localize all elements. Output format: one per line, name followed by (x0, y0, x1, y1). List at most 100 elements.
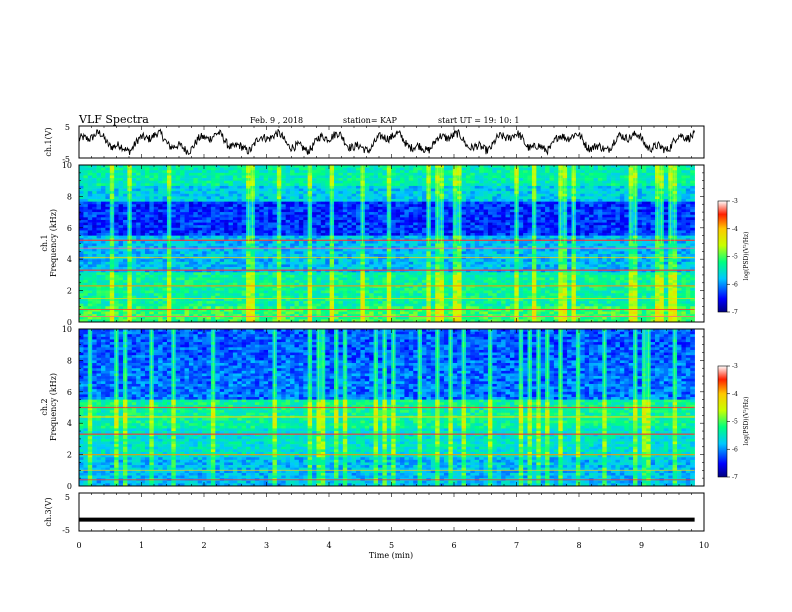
spectrogram-cell (448, 214, 454, 218)
spectrogram-cell (342, 172, 348, 176)
spectrogram-cell (263, 196, 269, 200)
spectrogram-cell (540, 188, 546, 192)
spectrogram-cell (413, 225, 418, 229)
spectrogram-cell (298, 204, 304, 208)
spectrogram-cell (188, 199, 194, 202)
spectrogram-cell (206, 219, 212, 223)
spectrogram-cell (575, 206, 581, 210)
spectrogram-cell (215, 209, 221, 213)
spectrogram-cell (624, 175, 629, 179)
spectrogram-cell (549, 175, 555, 179)
spectrogram-cell (188, 209, 194, 213)
spectrogram-cell (593, 230, 599, 234)
spectrogram-cell (439, 246, 445, 250)
spectrogram-cell (122, 175, 128, 179)
spectrogram-cell (369, 209, 374, 213)
spectrogram-cell (430, 246, 436, 250)
spectrogram-cell (290, 248, 295, 252)
spectrogram-cell (479, 212, 484, 216)
spectrogram-cell (492, 167, 498, 171)
spectrogram-cell (298, 217, 304, 221)
spectrogram-cell (641, 246, 647, 250)
spectrogram-cell (536, 225, 542, 229)
spectrogram-cell (175, 204, 181, 208)
spectrogram-cell (496, 212, 502, 216)
spectrogram-cell (461, 227, 467, 231)
spectrogram-cell (254, 233, 260, 236)
spectrogram-cell (298, 206, 304, 210)
spectrogram-cell (171, 191, 177, 195)
spectrogram-cell (228, 248, 234, 252)
spectrogram-cell (334, 217, 339, 221)
spectrogram-cell (650, 175, 656, 179)
spectrogram-cell (180, 209, 185, 213)
spectrogram-cell (342, 212, 348, 216)
spectrogram-cell (602, 251, 607, 255)
spectrogram-cell (690, 185, 695, 189)
spectrogram-cell (342, 227, 348, 231)
spectrogram-cell (338, 165, 344, 168)
spectrogram-cell (575, 217, 581, 221)
spectrogram-cell (685, 175, 691, 179)
spectrogram-cell (624, 209, 629, 213)
spectrogram-cell (677, 243, 682, 247)
spectrogram-cell (567, 206, 572, 210)
spectrogram-cell (593, 253, 599, 257)
spectrogram-cell (294, 185, 300, 189)
spectrogram-cell (162, 235, 168, 239)
spectrogram-cell (281, 227, 286, 231)
spectrogram-cell (461, 214, 467, 218)
spectrogram-cell (92, 178, 97, 181)
spectrogram-cell (122, 212, 128, 216)
spectrogram-cell (364, 233, 370, 236)
spectrogram-cell (501, 204, 506, 208)
spectrogram-cell (637, 222, 643, 226)
spectrogram-cell (523, 167, 528, 171)
spectrogram-cell (228, 212, 234, 216)
spectrogram-cell (254, 172, 260, 176)
spectrogram-cell (461, 188, 467, 192)
spectrogram-cell (505, 222, 511, 226)
spectrogram-cell (140, 204, 146, 208)
spectrogram-cell (241, 209, 247, 213)
spectrogram-cell (492, 248, 498, 252)
spectrogram-cell (232, 209, 238, 213)
spectrogram-cell (580, 167, 585, 171)
spectrogram-cell (509, 170, 515, 174)
spectrogram-cell (342, 246, 348, 250)
spectrogram-cell (602, 246, 607, 250)
spectrogram-cell (646, 191, 651, 195)
spectrogram-cell (567, 167, 572, 171)
spectrogram-cell (83, 225, 89, 229)
spectrogram-cell (421, 178, 427, 181)
spectrogram-cell (633, 251, 638, 255)
spectrogram-cell (224, 233, 229, 236)
spectrogram-cell (580, 170, 585, 174)
spectrogram-cell (224, 240, 229, 244)
spectrogram-cell (316, 222, 322, 226)
spectrogram-cell (474, 178, 480, 181)
spectrogram-cell (316, 248, 322, 252)
spectrogram-cell (356, 253, 361, 257)
spectrogram-cell (290, 196, 295, 200)
spectrogram-cell (193, 167, 199, 171)
spectrogram-cell (96, 251, 102, 255)
spectrogram-cell (79, 172, 84, 176)
spectrogram-cell (153, 233, 159, 236)
spectrogram-cell (136, 175, 141, 179)
spectrogram-cell (100, 243, 106, 247)
spectrogram-cell (404, 235, 410, 239)
spectrogram-cell (615, 185, 621, 189)
spectrogram-cell (364, 248, 370, 252)
spectrogram-cell (391, 193, 396, 197)
spectrogram-cell (312, 233, 317, 236)
spectrogram-cell (619, 214, 625, 218)
spectrogram-cell (87, 222, 93, 226)
spectrogram-cell (294, 167, 300, 171)
spectrogram-cell (105, 193, 111, 197)
spectrogram-cell (118, 233, 124, 236)
spectrogram-cell (140, 188, 146, 192)
spectrogram-cell (404, 199, 410, 202)
spectrogram-cell (254, 183, 260, 187)
spectrogram-cell (149, 199, 155, 202)
